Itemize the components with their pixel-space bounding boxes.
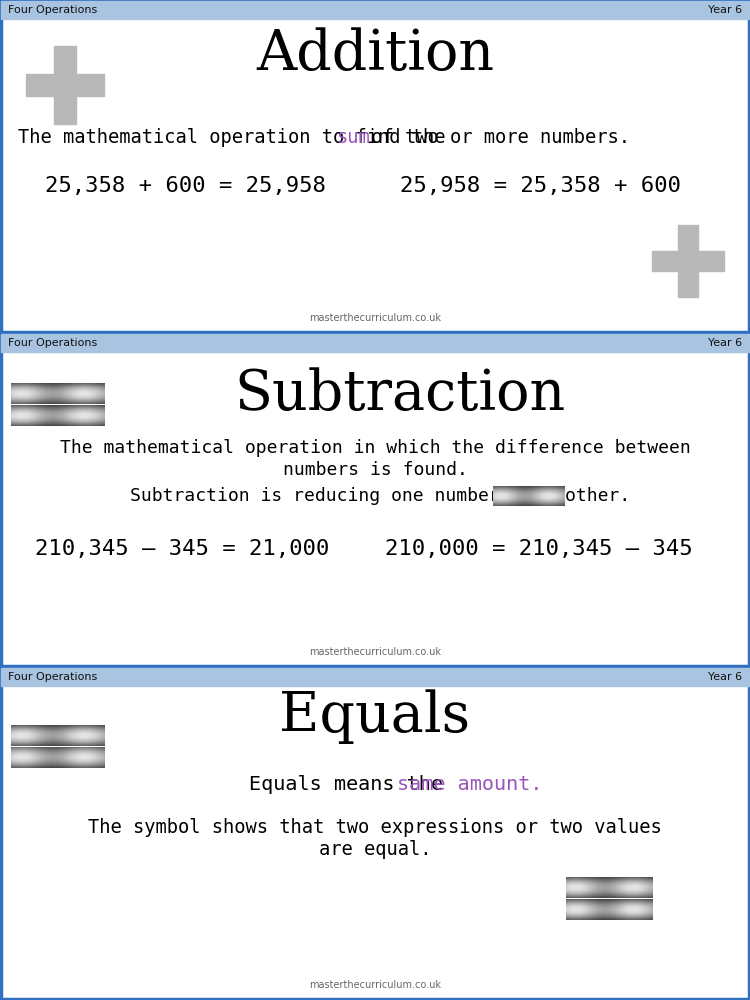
Text: Equals: Equals [280, 689, 470, 744]
Text: Four Operations: Four Operations [8, 338, 98, 348]
Bar [652, 251, 724, 271]
Bar [54, 46, 76, 124]
Text: masterthecurriculum.co.uk: masterthecurriculum.co.uk [309, 313, 441, 323]
Text: masterthecurriculum.co.uk: masterthecurriculum.co.uk [309, 647, 441, 657]
Text: Addition: Addition [256, 28, 494, 82]
Text: masterthecurriculum.co.uk: masterthecurriculum.co.uk [309, 980, 441, 990]
Text: Year 6: Year 6 [708, 672, 742, 682]
FancyBboxPatch shape [1, 334, 749, 666]
Text: are equal.: are equal. [319, 840, 431, 859]
Text: sum: sum [336, 128, 370, 147]
Bar [1, 1, 749, 19]
Text: 210,345 – 345 = 21,000: 210,345 – 345 = 21,000 [35, 539, 329, 559]
Bar [678, 225, 698, 297]
Text: 25,358 + 600 = 25,958: 25,358 + 600 = 25,958 [45, 176, 326, 196]
Text: The mathematical operation in which the difference between: The mathematical operation in which the … [60, 439, 690, 457]
Bar [26, 74, 104, 96]
Text: Equals means the: Equals means the [249, 775, 455, 794]
Text: numbers is found.: numbers is found. [283, 461, 467, 479]
Text: of two or more numbers.: of two or more numbers. [360, 128, 630, 147]
Text: Subtraction: Subtraction [235, 367, 566, 422]
Text: 210,000 = 210,345 – 345: 210,000 = 210,345 – 345 [385, 539, 693, 559]
Text: Subtraction is reducing one number by another.: Subtraction is reducing one number by an… [130, 487, 630, 505]
Bar [1, 334, 749, 352]
Text: 25,958 = 25,358 + 600: 25,958 = 25,358 + 600 [400, 176, 681, 196]
Text: Year 6: Year 6 [708, 5, 742, 15]
Text: The symbol shows that two expressions or two values: The symbol shows that two expressions or… [88, 818, 662, 837]
Text: same amount.: same amount. [397, 775, 542, 794]
FancyBboxPatch shape [1, 1, 749, 332]
FancyBboxPatch shape [1, 668, 749, 999]
Text: Four Operations: Four Operations [8, 5, 98, 15]
Bar [1, 668, 749, 686]
Text: Four Operations: Four Operations [8, 672, 98, 682]
Text: The mathematical operation to find the: The mathematical operation to find the [18, 128, 457, 147]
Text: Year 6: Year 6 [708, 338, 742, 348]
